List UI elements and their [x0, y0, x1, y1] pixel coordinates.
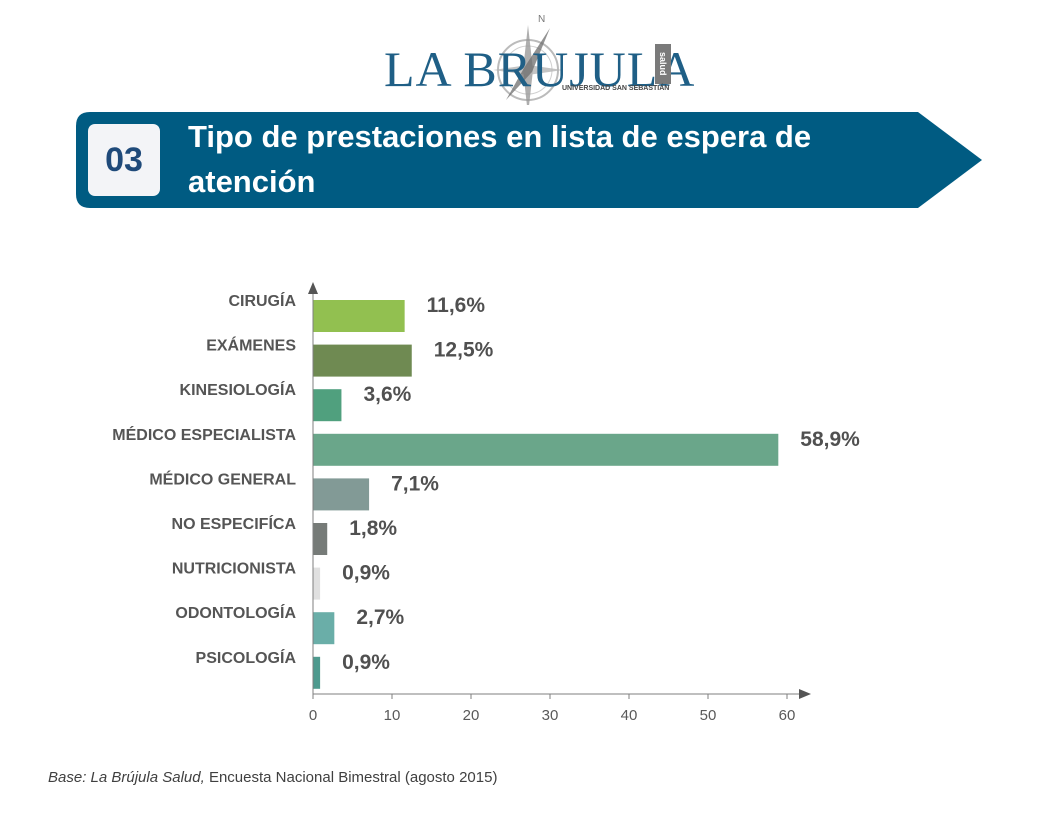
bar-2 — [313, 344, 412, 377]
data-label: 1,8% — [349, 517, 397, 540]
y-axis-arrow-icon — [308, 282, 318, 294]
x-tick-label: 40 — [621, 707, 638, 724]
data-label: 58,9% — [800, 428, 860, 451]
axes-group: 0 10 20 30 40 50 60 — [308, 282, 811, 724]
data-label: 2,7% — [356, 606, 404, 629]
data-label: 0,9% — [342, 562, 390, 585]
data-label: 12,5% — [434, 339, 494, 362]
compass-north-label: N — [538, 14, 545, 25]
data-label: 7,1% — [391, 472, 439, 495]
page-title: Tipo de prestaciones en lista de espera … — [188, 119, 812, 199]
bars-group: CIRUGÍA 11,6% EXÁMENES 12,5% KINESIOLOGÍA 3,6… — [112, 291, 860, 689]
section-banner: 03 Tipo de prestaciones en lista de espe… — [76, 112, 982, 208]
bar-1 — [313, 300, 405, 332]
logo-salud-tag: salud — [655, 44, 671, 84]
category-label: KINESIOLOGÍA — [180, 380, 297, 399]
category-label: MÉDICO GENERAL — [149, 469, 296, 488]
category-label: NO ESPECIFÍCA — [172, 514, 297, 533]
bar-7 — [313, 567, 321, 600]
data-label: 3,6% — [363, 383, 411, 406]
footnote-description: Encuesta Nacional Bimestral (agosto 2015… — [204, 769, 498, 786]
bar-4 — [313, 433, 779, 466]
category-label: PSICOLOGÍA — [196, 648, 297, 667]
logo-text: LA BRUJULA — [384, 41, 696, 97]
banner-arrow-shape — [76, 112, 982, 208]
category-label: ODONTOLOGÍA — [175, 603, 296, 622]
x-tick-label: 20 — [463, 707, 480, 724]
category-label: MÉDICO ESPECIALISTA — [112, 425, 296, 444]
data-label: 0,9% — [342, 651, 390, 674]
category-label: NUTRICIONISTA — [172, 561, 297, 578]
bar-6 — [313, 523, 328, 555]
x-tick-label: 60 — [779, 707, 796, 724]
category-label: EXÁMENES — [206, 336, 296, 355]
x-tick-label: 10 — [384, 707, 401, 724]
footnote-source: Base: La Brújula Salud, — [48, 769, 205, 786]
bar-8 — [313, 612, 335, 645]
bar-9 — [313, 656, 321, 689]
logo-subtitle: UNIVERSIDAD SAN SEBASTIÁN — [562, 85, 670, 92]
data-label: 11,6% — [427, 294, 486, 317]
x-tick-label: 30 — [542, 707, 559, 724]
compass-rose-icon: N — [493, 14, 563, 105]
x-axis-arrow-icon — [799, 689, 811, 699]
logo: N LA BRUJULA salud UNIVERSIDAD SAN SEBAS… — [370, 10, 694, 105]
footnote: Base: La Brújula Salud, Encuesta Naciona… — [48, 769, 497, 786]
section-number-badge: 03 — [88, 124, 160, 196]
x-tick-label: 50 — [700, 707, 717, 724]
bar-chart: CIRUGÍA 11,6% EXÁMENES 12,5% KINESIOLOGÍA 3,6… — [112, 282, 860, 724]
category-label: CIRUGÍA — [228, 291, 296, 310]
bar-3 — [313, 389, 342, 422]
bar-5 — [313, 478, 370, 511]
x-tick-label: 0 — [309, 707, 317, 724]
